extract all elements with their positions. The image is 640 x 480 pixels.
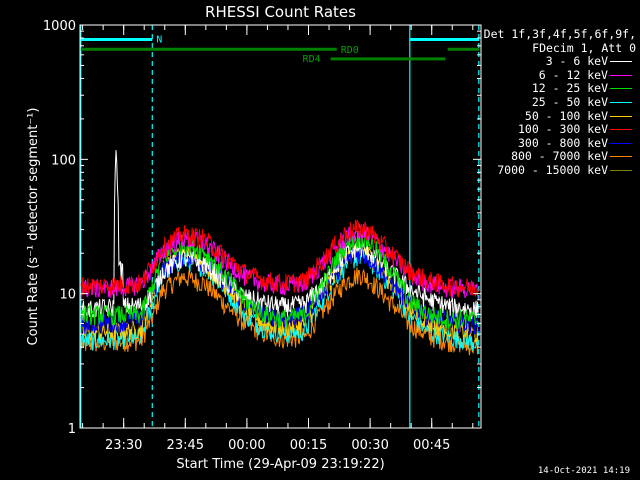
legend-item-9: 7000 - 15000 keV	[480, 162, 636, 178]
legend-label: 50 - 100 keV	[524, 108, 608, 123]
legend-swatch	[610, 169, 632, 171]
legend-item-6: 100 - 300 keV	[480, 123, 636, 137]
state-label-rd0: RD0	[341, 45, 359, 56]
legend-swatch	[610, 61, 632, 63]
plot-frame	[79, 24, 482, 429]
legend-label: 800 - 7000 keV	[511, 149, 608, 164]
series-line-800-7000keV	[80, 267, 479, 356]
legend-item-8: 800 - 7000 keV	[480, 150, 636, 164]
legend-item-1: 3 - 6 keV	[480, 55, 636, 69]
legend-header-line-1: Det 1f,3f,4f,5f,6f,9f,	[483, 27, 636, 41]
state-label-n: N	[156, 34, 162, 45]
legend-header-line-2: FDecim 1, Att 0	[532, 40, 636, 55]
legend-item-7: 300 - 800 keV	[480, 135, 636, 151]
legend-swatch	[610, 156, 632, 158]
plot-timestamp: 14-Oct-2021 14:19	[537, 466, 630, 476]
legend-label: 100 - 300 keV	[517, 122, 608, 137]
legend-item-3: 12 - 25 keV	[480, 82, 636, 96]
y-tick-label-1: 1	[68, 422, 76, 437]
x-tick-label-0045: 00:45	[413, 438, 450, 453]
legend-item-2: 6 - 12 keV	[480, 67, 636, 83]
legend-label: 12 - 25 keV	[531, 81, 608, 96]
legend-swatch	[610, 129, 632, 131]
legend-label: 7000 - 15000 keV	[497, 162, 608, 177]
legend-label: 6 - 12 keV	[538, 67, 608, 82]
chart-title: RHESSI Count Rates	[205, 3, 356, 21]
legend-swatch	[610, 101, 632, 103]
x-axis-label: Start Time (29-Apr-09 23:19:22)	[176, 457, 384, 472]
legend-item-4: 25 - 50 keV	[480, 94, 636, 110]
x-tick-label-0015: 00:15	[290, 438, 327, 453]
legend-item-5: 50 - 100 keV	[480, 108, 636, 124]
series-line-12-25keV	[80, 230, 479, 330]
legend-swatch	[610, 88, 632, 90]
legend-swatch	[610, 142, 632, 144]
x-tick-label-0030: 00:30	[351, 438, 388, 453]
legend-swatch	[610, 74, 632, 76]
series-line-100-300keV	[80, 219, 479, 298]
y-tick-label-1000: 1000	[43, 19, 76, 34]
legend-swatch	[610, 115, 632, 117]
y-tick-label-100: 100	[51, 153, 76, 168]
legend: Det 1f,3f,4f,5f,6f,9f, FDecim 1, Att 0 3…	[480, 27, 636, 178]
y-axis-label: Count Rate (s⁻¹ detector segment⁻¹)	[26, 108, 41, 346]
legend-label: 300 - 800 keV	[517, 135, 608, 150]
state-label-rd4: RD4	[303, 54, 321, 65]
x-tick-label-2330: 23:30	[105, 438, 142, 453]
legend-label: 3 - 6 keV	[545, 54, 608, 69]
x-tick-label-0000: 00:00	[228, 438, 265, 453]
y-tick-label-10: 10	[59, 288, 76, 303]
legend-label: 25 - 50 keV	[531, 94, 608, 109]
x-tick-label-2345: 23:45	[167, 438, 204, 453]
